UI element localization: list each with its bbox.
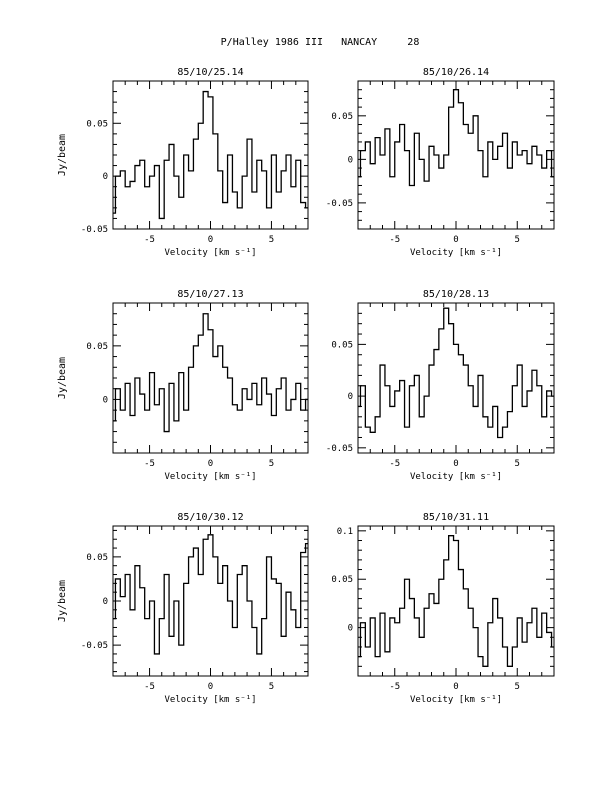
x-tick-label: 0 [208, 682, 213, 692]
y-tick-label: 0.05 [331, 112, 353, 122]
x-tick-label: 5 [515, 459, 520, 469]
plot-frame [357, 80, 555, 230]
y-tick-label: 0.05 [331, 340, 353, 350]
x-tick-label: 0 [453, 459, 458, 469]
y-tick-label: -0.05 [81, 641, 108, 651]
y-tick-label: 0 [103, 172, 108, 182]
plot-frame [357, 302, 555, 454]
x-axis-label: Velocity [km s⁻¹] [164, 472, 256, 482]
y-tick-label: 0 [348, 624, 353, 634]
panel-title: 85/10/30.12 [177, 512, 243, 523]
spectrum-line [113, 534, 308, 655]
panel-title: 85/10/27.13 [177, 289, 243, 300]
y-tick-label: -0.05 [81, 225, 108, 235]
panel-3: -5 0 5 0 0.05 85/10/27.13 Velocity [km s⁻¹] Jy/… [57, 289, 309, 482]
y-tick-label: 0.05 [86, 119, 108, 129]
x-tick-label: -5 [144, 459, 155, 469]
page-title: P/Halley 1986 III NANCAY 28 [220, 37, 420, 48]
y-tick-label: -0.05 [326, 444, 353, 454]
plot-frame [357, 525, 555, 677]
x-tick-label: 5 [269, 682, 274, 692]
y-tick-label: 0 [348, 155, 353, 165]
y-tick-label: 0 [348, 392, 353, 402]
spectrum-line [113, 90, 308, 220]
y-tick-label: 0.05 [86, 553, 108, 563]
y-tick-label: 0.1 [337, 527, 353, 537]
y-tick-label: 0.05 [86, 342, 108, 352]
plot-frame [112, 302, 309, 454]
x-tick-label: -5 [389, 459, 400, 469]
x-tick-label: 5 [269, 235, 274, 245]
x-axis-label: Velocity [km s⁻¹] [410, 695, 502, 705]
panel-5: -5 0 5 -0.05 0 0.05 85/10/30.12 Velocity [km s⁻… [57, 512, 309, 705]
y-tick-label: 0 [103, 395, 108, 405]
x-tick-label: -5 [389, 682, 400, 692]
y-axis-label: Jy/beam [57, 357, 68, 399]
plot-frame [112, 80, 309, 230]
x-tick-label: -5 [389, 235, 400, 245]
x-axis-label: Velocity [km s⁻¹] [410, 472, 502, 482]
x-tick-label: -5 [144, 682, 155, 692]
plot-frame [112, 525, 309, 677]
x-tick-label: 0 [453, 235, 458, 245]
x-tick-label: 0 [208, 459, 213, 469]
y-tick-label: -0.05 [326, 199, 353, 209]
panel-1: -5 0 5 -0.05 0 0.05 85/10/25.14 Velocity [km s⁻… [57, 67, 309, 258]
spectrum-line [113, 313, 308, 433]
x-tick-label: 0 [208, 235, 213, 245]
panel-title: 85/10/25.14 [177, 67, 243, 78]
x-tick-label: 0 [453, 682, 458, 692]
x-tick-label: -5 [144, 235, 155, 245]
panel-title: 85/10/28.13 [423, 289, 489, 300]
panel-title: 85/10/26.14 [423, 67, 489, 78]
panel-2: -5 0 5 -0.05 0 0.05 85/10/26.14 Velocity [km s⁻… [326, 67, 555, 258]
y-tick-label: 0 [103, 597, 108, 607]
x-axis-label: Velocity [km s⁻¹] [410, 248, 502, 258]
panel-4: -5 0 5 -0.05 0 0.05 85/10/28.13 Velocity [km s⁻… [326, 289, 555, 482]
y-axis-label: Jy/beam [57, 580, 68, 622]
x-axis-label: Velocity [km s⁻¹] [164, 695, 256, 705]
x-tick-label: 5 [515, 235, 520, 245]
panel-6: -5 0 5 0 0.05 0.1 85/10/31.11 Velocity [km s⁻¹] [331, 512, 555, 705]
x-tick-label: 5 [269, 459, 274, 469]
panel-title: 85/10/31.11 [423, 512, 489, 523]
x-tick-label: 5 [515, 682, 520, 692]
y-axis-label: Jy/beam [57, 134, 68, 176]
spectrum-line [358, 89, 554, 187]
spectrum-line [358, 535, 554, 667]
x-axis-label: Velocity [km s⁻¹] [164, 248, 256, 258]
spectrum-line [358, 307, 554, 439]
y-tick-label: 0.05 [331, 575, 353, 585]
